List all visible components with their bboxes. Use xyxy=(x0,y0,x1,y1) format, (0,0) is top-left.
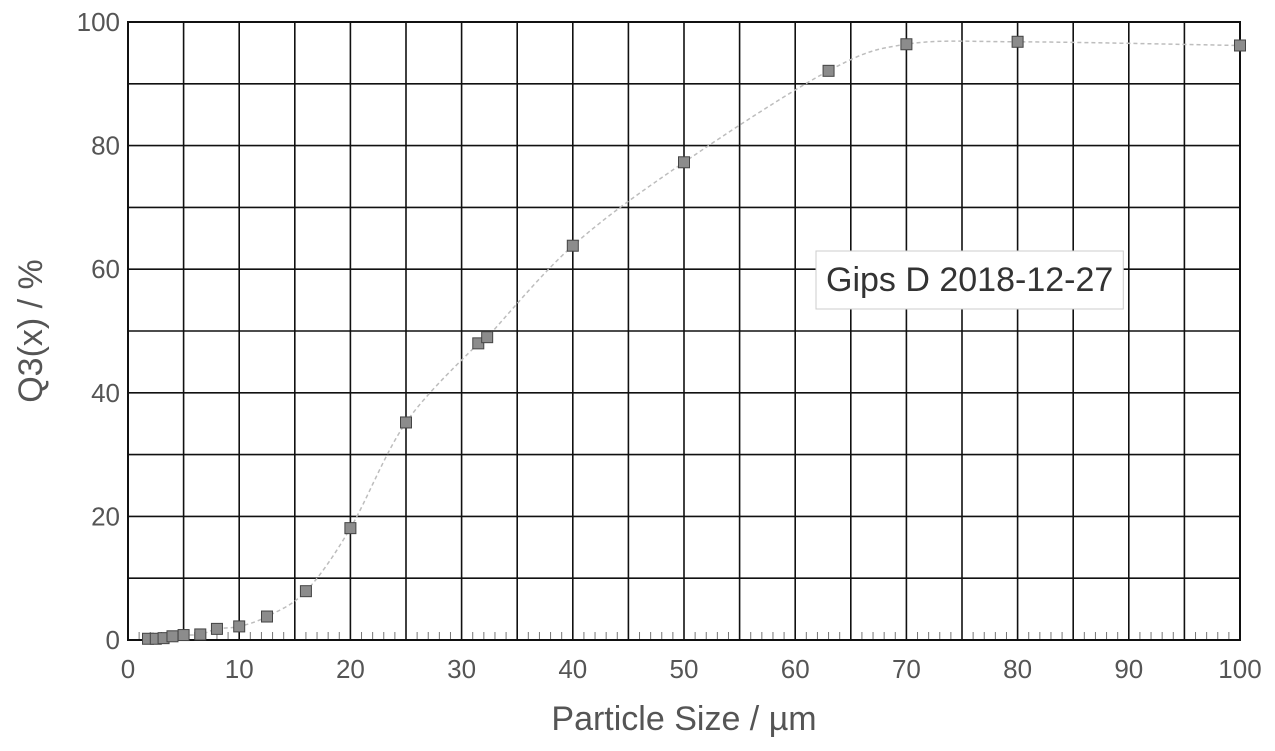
y-tick-label: 60 xyxy=(91,254,120,284)
x-tick-label: 30 xyxy=(447,654,476,684)
x-tick-label: 90 xyxy=(1114,654,1143,684)
data-point xyxy=(481,331,494,344)
x-axis-label: Particle Size / µm xyxy=(551,700,816,738)
data-point xyxy=(472,337,485,350)
grid xyxy=(127,21,1241,641)
x-tick-labels: 0 10 20 30 40 50 60 70 80 90 100 xyxy=(121,654,1262,684)
data-point xyxy=(299,585,312,598)
data-point xyxy=(210,622,223,635)
legend-box xyxy=(815,250,1124,310)
legend: Gips D 2018-12-27 xyxy=(815,250,1124,310)
data-point xyxy=(1011,35,1024,48)
data-point xyxy=(344,522,357,535)
y-tick-label: 40 xyxy=(91,378,120,408)
data-point xyxy=(822,64,835,77)
data-point xyxy=(1234,39,1246,52)
fit-curve xyxy=(148,40,1241,640)
data-point xyxy=(233,620,246,633)
x-tick-label: 40 xyxy=(558,654,587,684)
y-tick-label: 80 xyxy=(91,131,120,161)
x-tick-label: 80 xyxy=(1003,654,1032,684)
data-point xyxy=(166,630,179,643)
data-point xyxy=(261,610,273,623)
x-tick-label: 0 xyxy=(121,654,135,684)
data-point xyxy=(194,628,207,641)
data-point xyxy=(566,239,579,252)
data-points xyxy=(142,35,1246,645)
data-point xyxy=(177,629,190,642)
y-tick-label: 20 xyxy=(91,501,120,531)
x-tick-label: 50 xyxy=(670,654,699,684)
y-tick-label: 100 xyxy=(77,7,120,37)
fit-curve-layer xyxy=(148,40,1241,640)
plot-border xyxy=(127,21,1241,641)
data-point xyxy=(678,156,690,169)
x-tick-label: 20 xyxy=(336,654,365,684)
legend-series-label: Gips D 2018-12-27 xyxy=(826,261,1113,299)
y-axis-label: Q3(x) / % xyxy=(12,259,50,403)
data-point xyxy=(400,416,412,429)
y-tick-label: 0 xyxy=(106,625,120,655)
x-tick-label: 70 xyxy=(892,654,921,684)
x-tick-label: 60 xyxy=(781,654,810,684)
data-point xyxy=(900,38,913,51)
x-tick-label: 10 xyxy=(225,654,254,684)
x-tick-label: 100 xyxy=(1218,654,1261,684)
y-tick-labels: 0 20 40 60 80 100 xyxy=(77,7,120,655)
